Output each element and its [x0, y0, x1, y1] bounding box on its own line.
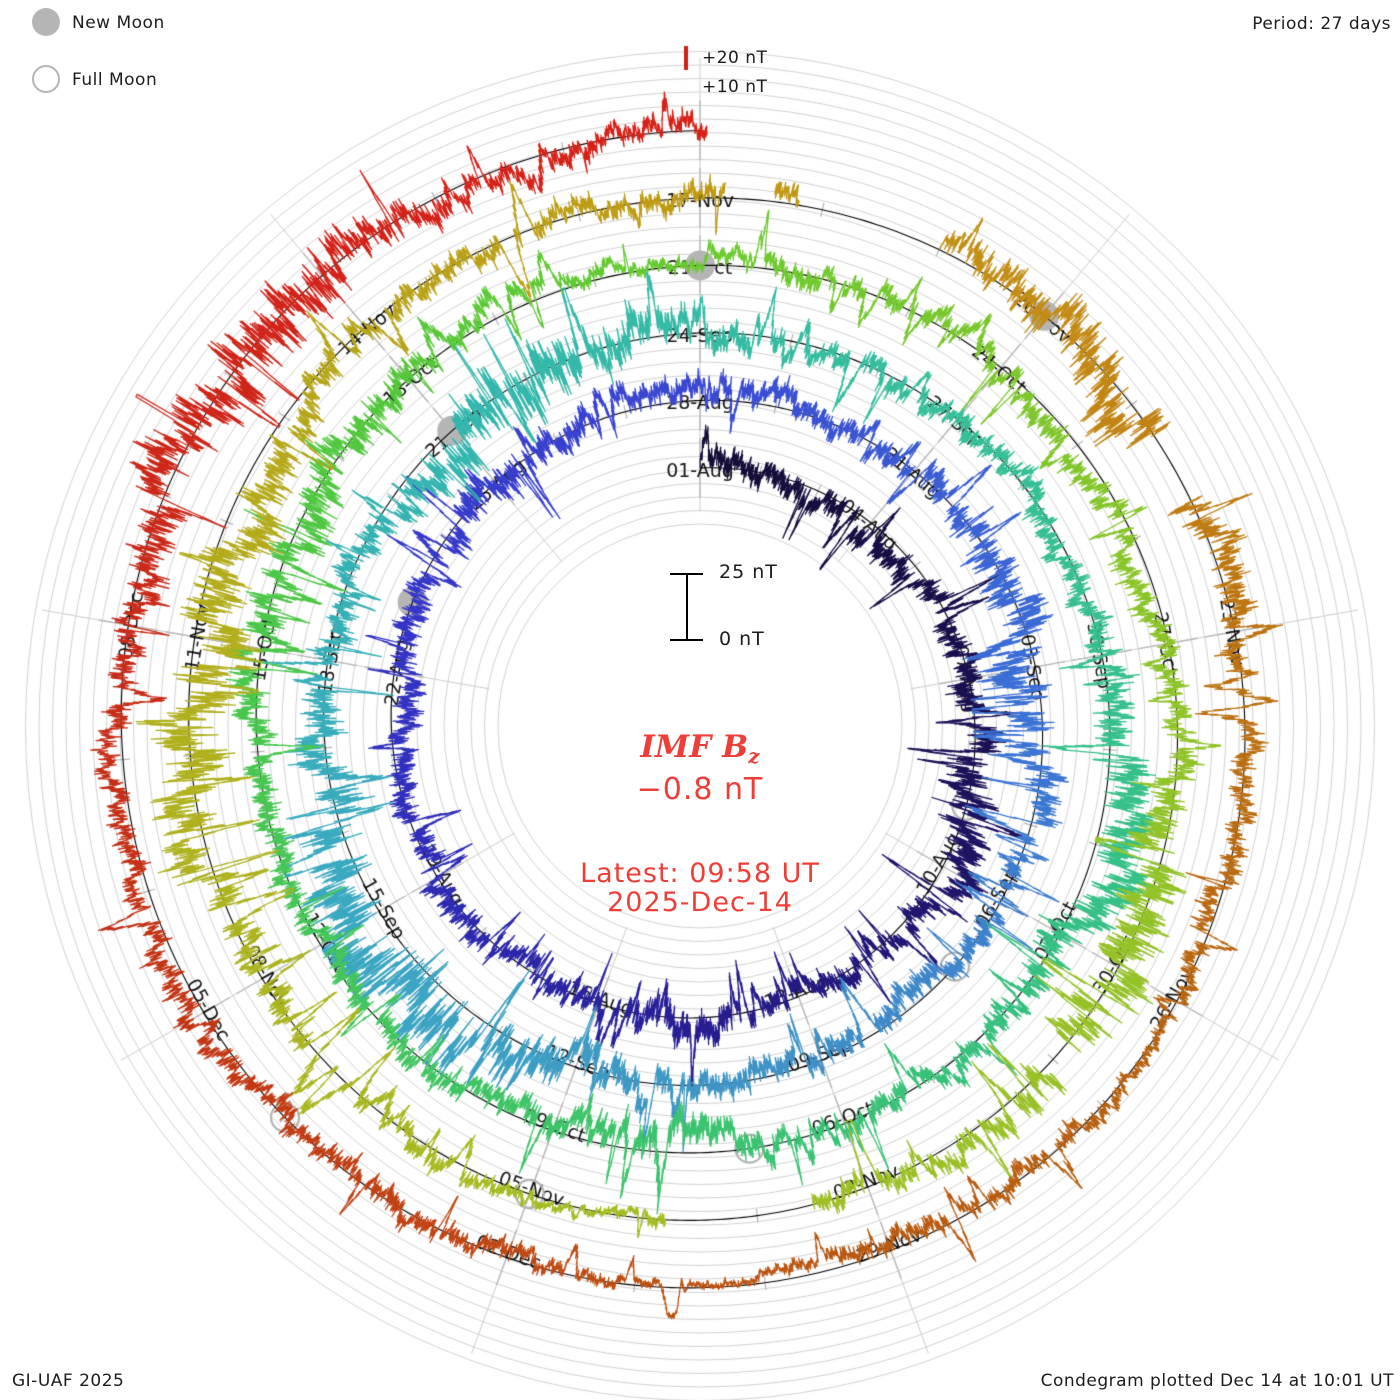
imf-bz-current-value: −0.8 nT: [636, 772, 764, 807]
full-moon-icon: [32, 65, 60, 93]
scale-bar-zero-label: 0 nT: [719, 628, 765, 650]
imf-bz-title: IMF Bz: [0, 729, 1400, 768]
legend-new-moon-label: New Moon: [72, 13, 165, 33]
credit-label: GI-UAF 2025: [12, 1371, 125, 1391]
latest-date-label: 2025-Dec-14: [607, 887, 793, 918]
new-moon-icon: [32, 8, 60, 36]
scale-bar-top-cap: [670, 573, 703, 575]
plus10-nt-label: +10 nT: [702, 77, 768, 97]
imf-bz-title-main: IMF B: [640, 729, 749, 765]
scale-bar: [686, 574, 688, 640]
period-label: Period: 27 days: [1252, 14, 1391, 34]
latest-time-label: Latest: 09:58 UT: [580, 858, 820, 889]
scale-bar-max-label: 25 nT: [719, 561, 778, 583]
scale-bar-bottom-cap: [670, 639, 703, 641]
plotted-time-label: Condegram plotted Dec 14 at 10:01 UT: [1040, 1371, 1394, 1391]
plus20-nt-label: +20 nT: [702, 48, 768, 68]
imf-bz-title-sub: z: [748, 744, 760, 768]
legend-full-moon-label: Full Moon: [72, 70, 158, 90]
